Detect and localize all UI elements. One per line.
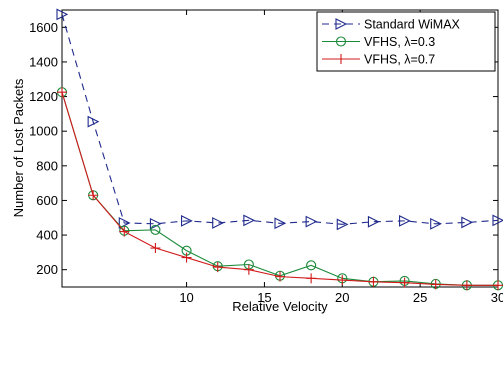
data-point [461,280,472,291]
data-point [275,271,285,282]
x-axis-label: Relative Velocity [232,299,328,314]
y-axis-label: Number of Lost Packets [11,78,26,217]
data-point [336,218,349,231]
legend: Standard WiMAX VFHS, λ=0.3 VFHS, λ=0.7 [316,11,496,72]
y-tick-label: 1400 [29,54,58,69]
x-tick-label: 10 [179,290,193,305]
data-point [119,226,130,237]
series-line [62,14,498,225]
data-point [399,277,410,288]
x-tick-label: 15 [257,290,271,305]
data-point [367,215,380,228]
data-point [430,217,442,230]
data-point [306,273,317,284]
data-point [461,216,474,229]
y-axis: 200 400 600 800 1000 1200 1400 1600 [29,20,498,277]
legend-marker [335,18,348,30]
legend-entry: VFHS, λ=0.3 [322,35,435,49]
data-point [118,217,131,229]
data-point [492,214,503,227]
data-point [56,8,69,21]
data-point [150,243,161,254]
data-point [337,275,348,286]
y-tick-label: 1200 [29,89,58,104]
x-tick-label: 25 [413,290,427,305]
legend-marker [335,36,347,47]
data-point [149,217,162,230]
x-tick-label: 30 [491,290,503,305]
data-point [243,264,254,275]
y-tick-label: 400 [36,228,58,243]
data-point [305,215,318,228]
y-tick-label: 200 [36,262,58,277]
data-point [181,214,193,227]
legend-marker [336,54,346,64]
legend-label: Standard WiMAX [364,18,461,32]
y-tick-label: 1000 [29,124,58,139]
data-point [212,217,224,229]
data-point [399,214,411,227]
y-tick-label: 600 [36,193,58,208]
data-point [274,217,287,230]
data-point [57,87,67,98]
y-tick-label: 1600 [29,20,58,35]
data-point [88,190,99,201]
x-tick-label: 20 [335,290,349,305]
legend-label: VFHS, λ=0.7 [364,53,435,67]
legend-label: VFHS, λ=0.3 [364,35,435,49]
data-point [87,115,100,128]
legend-entry: VFHS, λ=0.7 [322,53,435,67]
series-3 [57,87,503,291]
data-point [212,262,223,273]
y-tick-label: 800 [36,158,58,173]
series-1 [56,8,503,231]
data-point [430,279,441,290]
data-point [306,260,317,271]
data-point [368,276,379,287]
series-layer [56,8,503,291]
data-point [150,224,161,235]
data-point [493,280,503,291]
data-point [181,252,192,263]
legend-entry: Standard WiMAX [322,18,461,32]
data-point [243,214,256,227]
